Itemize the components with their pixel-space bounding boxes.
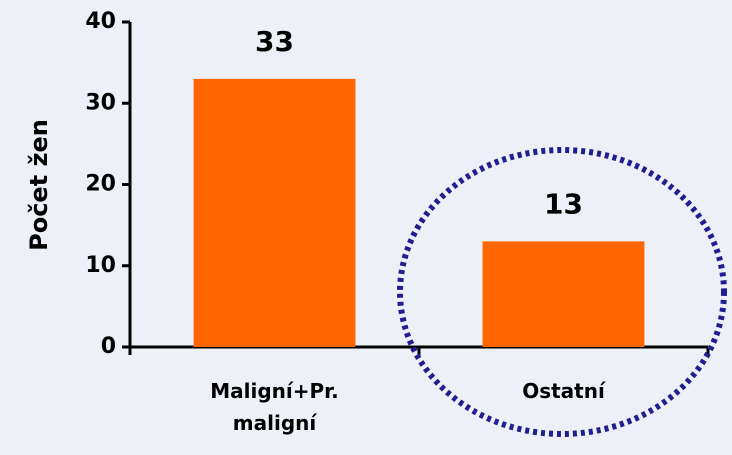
label-line: maligní — [233, 411, 318, 435]
bar — [193, 78, 356, 347]
x-tick-label: Ostatní — [522, 379, 606, 403]
label-line: Maligní+Pr. — [210, 379, 339, 403]
y-tick-label: 0 — [101, 334, 116, 359]
bar — [482, 241, 645, 347]
y-tick-label: 20 — [85, 172, 116, 197]
y-axis-label: Počet žen — [25, 119, 53, 251]
highlight-ellipse — [397, 147, 727, 437]
label-line: Ostatní — [522, 379, 606, 403]
data-label: 33 — [255, 25, 294, 58]
data-label: 13 — [544, 187, 583, 220]
y-tick-label: 40 — [85, 9, 116, 34]
x-tick-label: Maligní+Pr. maligní — [210, 379, 339, 435]
y-tick-label: 10 — [85, 253, 116, 278]
y-tick-label: 30 — [85, 90, 116, 115]
